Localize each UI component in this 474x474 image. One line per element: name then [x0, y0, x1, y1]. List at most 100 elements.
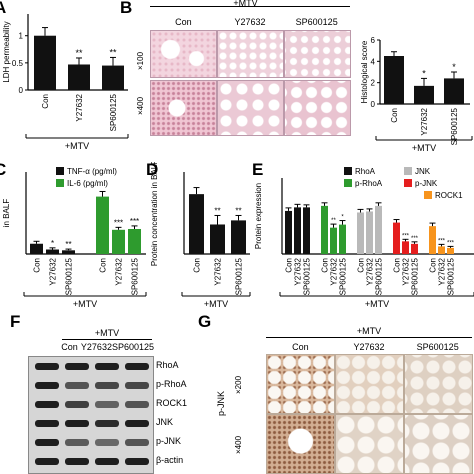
histology-col-y27632: Y27632 [234, 17, 266, 27]
legend-label: p-JNK [415, 179, 438, 188]
ihc-sp600125-x200 [404, 354, 473, 414]
blot-band-row [29, 418, 153, 430]
significance-marker: * [51, 239, 54, 248]
panel-label-b: B [120, 0, 133, 17]
micrograph-con-x100 [150, 30, 217, 78]
mtv-label: +MTV [233, 0, 258, 8]
blot-band [125, 458, 149, 465]
blot-band [95, 420, 119, 427]
x-tick-label: SP600125 [339, 257, 348, 295]
blot-image [28, 356, 154, 474]
bar [285, 210, 292, 254]
blot-band [95, 363, 119, 370]
ihc-mtv-bracket [266, 337, 472, 338]
x-tick-label: Con [390, 108, 399, 123]
panel-label-c: C [0, 160, 7, 179]
y-tick-label: 1 [19, 32, 24, 41]
x-tick-label: SP600125 [375, 257, 384, 295]
blot-band-label: β-actin [156, 455, 184, 465]
blot-band [65, 420, 89, 427]
y-axis-label: LDH permeability [2, 21, 11, 82]
histology-panel: +MTV Con Y27632 SP600125 ×100 ×400 [133, 0, 358, 136]
ihc-panel: +MTV Con Y27632 SP600125 p-JNK ×200 ×400 [214, 326, 474, 474]
x-tick-label: SP600125 [447, 257, 456, 295]
bar [303, 207, 310, 254]
x-tick-label: Con [393, 258, 402, 273]
bar [231, 220, 246, 254]
group-label: +MTV [365, 299, 389, 309]
significance-marker: ** [235, 206, 241, 215]
bar [112, 229, 125, 254]
ihc-con-x400 [266, 414, 335, 474]
legend-swatch [424, 191, 432, 199]
blot-band-row [29, 437, 153, 449]
legend-label: JNK [415, 167, 431, 176]
legend-swatch [404, 179, 412, 187]
blot-band [125, 401, 149, 408]
blot-band-row [29, 456, 153, 468]
ihc-col-y27632: Y27632 [353, 342, 385, 352]
histology-col-sp600125: SP600125 [295, 17, 338, 27]
y-axis-label: Protein expression [254, 183, 263, 249]
ihc-sp600125-x400 [404, 414, 473, 474]
bar [402, 241, 409, 254]
histology-row-x400: ×400 [136, 96, 145, 115]
x-tick-label: SP600125 [131, 257, 140, 295]
bar [339, 224, 346, 254]
legend-label: p-RhoA [355, 179, 383, 188]
blot-band-row [29, 361, 153, 373]
micrograph-y27632-x100 [217, 30, 284, 78]
x-tick-label: Y27632 [49, 257, 58, 285]
x-tick-label: SP600125 [450, 107, 459, 145]
x-tick-label: Con [429, 258, 438, 273]
x-tick-label: Y27632 [402, 257, 411, 285]
bar [321, 205, 328, 254]
legend-swatch [56, 179, 64, 187]
bar [30, 243, 43, 254]
bar [294, 207, 301, 254]
blot-band-label: p-RhoA [156, 379, 187, 389]
x-tick-label: SP600125 [235, 257, 244, 295]
significance-marker: * [422, 68, 426, 78]
y-axis-label: Histological score [360, 40, 369, 103]
micrograph-y27632-x400 [217, 80, 284, 136]
chart-balf-protein: Protein concentration in BALF Con ** Y27632… [150, 162, 251, 309]
blot-band [125, 363, 149, 370]
legend-label: RhoA [355, 167, 376, 176]
x-tick-label: Con [33, 258, 42, 273]
bar [414, 85, 434, 104]
blot-band-label: RhoA [156, 360, 179, 370]
bar [128, 228, 141, 254]
bar [375, 205, 382, 254]
blot-band [65, 439, 89, 446]
x-tick-label: Con [285, 258, 294, 273]
x-tick-label: Y27632 [420, 107, 429, 135]
group-label: +MTV [73, 299, 97, 309]
x-tick-label: SP600125 [65, 257, 74, 295]
micrograph-sp600125-x100 [284, 30, 351, 78]
chart-balf-cytokines: in BALF Con * Y27632 ** SP600125 Con *** Y27632 *… [2, 167, 147, 309]
x-tick-label: Y27632 [75, 93, 84, 121]
y-tick-label: 0.5 [12, 59, 24, 68]
x-tick-label: Con [193, 258, 202, 273]
panel-label-d: D [146, 160, 159, 179]
legend-swatch [404, 167, 412, 175]
x-tick-label: Y27632 [214, 257, 223, 285]
blot-band [35, 382, 59, 389]
y-tick-label: 0 [19, 86, 24, 95]
ihc-y27632-x400 [335, 414, 404, 474]
ihc-y27632-x200 [335, 354, 404, 414]
x-tick-label: Con [99, 258, 108, 273]
bar [62, 250, 75, 254]
legend-swatch [344, 167, 352, 175]
y-axis-label: in BALF [2, 199, 11, 228]
micrograph-sp600125-x400 [284, 80, 351, 136]
panel-label-a: A [0, 0, 7, 17]
bar [438, 246, 445, 254]
bar [384, 56, 404, 104]
x-tick-label: Y27632 [330, 257, 339, 285]
bar [330, 227, 337, 254]
blot-band [95, 458, 119, 465]
x-tick-label: Y27632 [294, 257, 303, 285]
